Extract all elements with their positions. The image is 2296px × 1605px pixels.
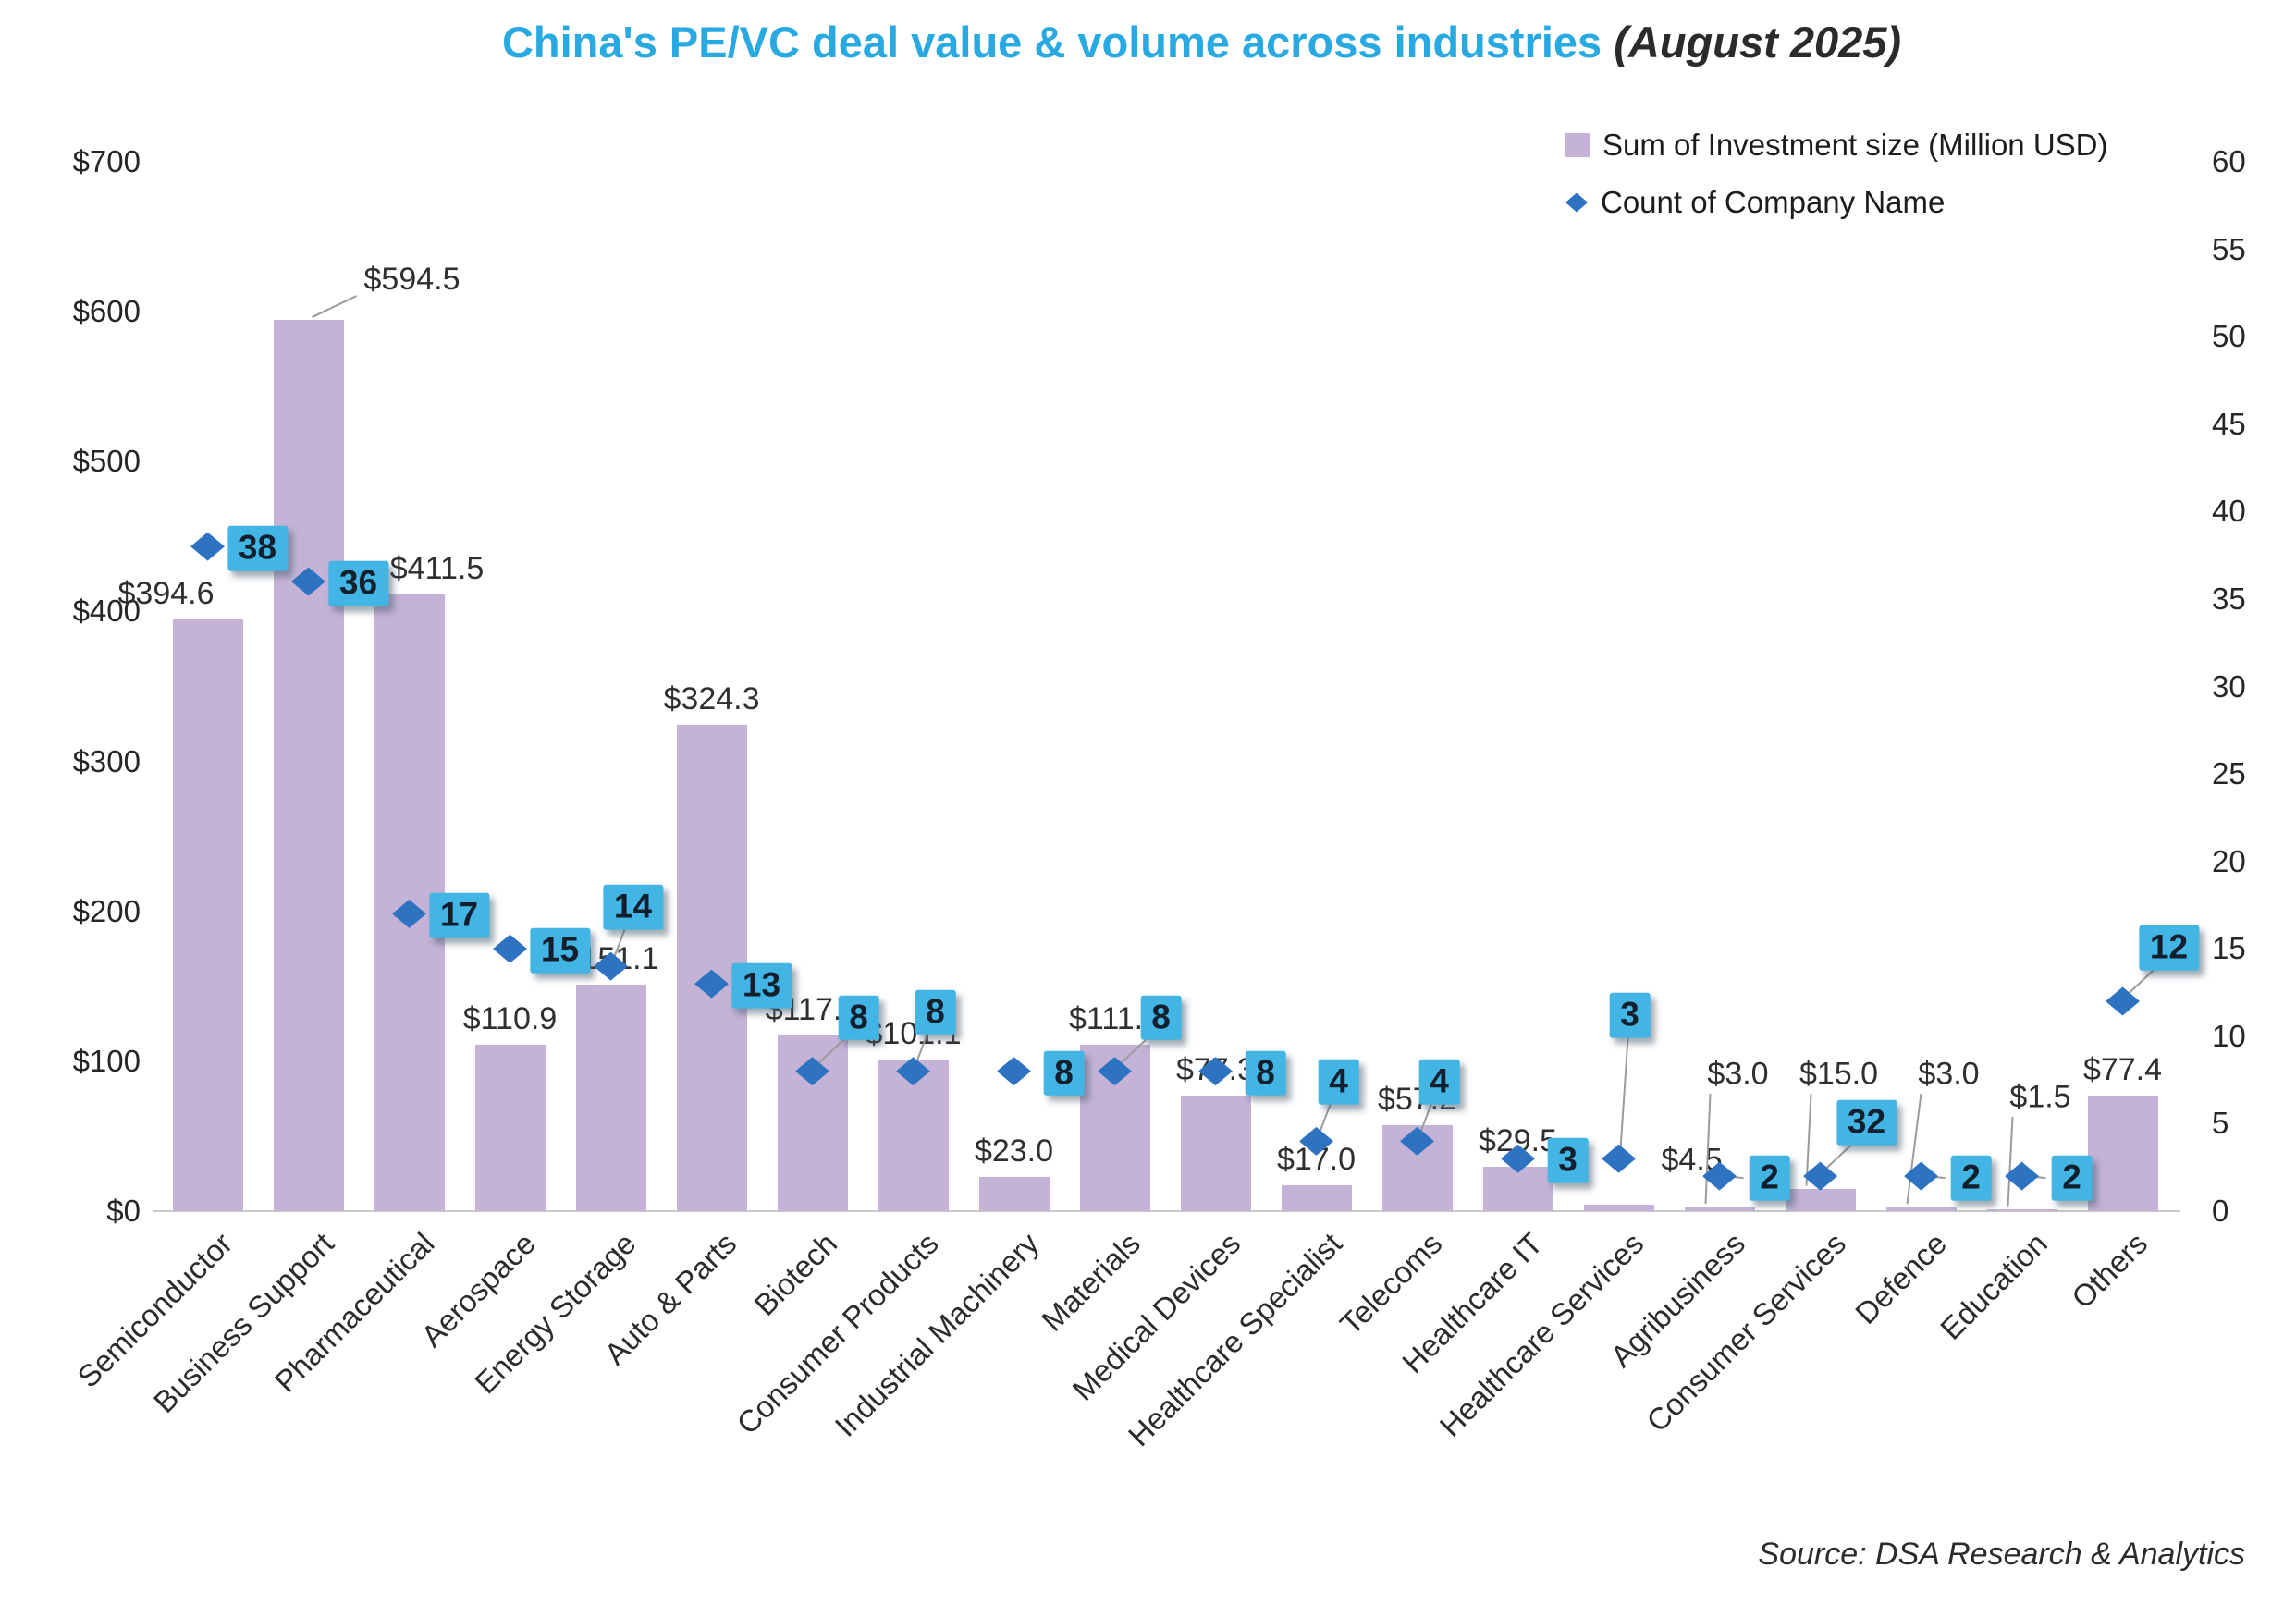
x-axis-category-label: Biotech xyxy=(747,1226,844,1322)
count-label: 8 xyxy=(1245,1050,1286,1096)
bar xyxy=(1885,1207,1957,1211)
count-marker-diamond-icon xyxy=(2106,986,2140,1016)
count-label: 12 xyxy=(2138,925,2200,971)
left-axis-tick: $400 xyxy=(72,594,141,629)
count-marker-diamond-icon xyxy=(2005,1161,2039,1191)
count-label: 8 xyxy=(1043,1050,1085,1096)
bar xyxy=(273,320,344,1211)
right-axis-tick: 20 xyxy=(2212,843,2246,878)
right-axis-tick: 55 xyxy=(2212,231,2246,266)
count-label: 8 xyxy=(915,989,956,1035)
left-axis-tick: $600 xyxy=(72,294,141,329)
count-label: 13 xyxy=(731,962,792,1009)
bar-value-label: $15.0 xyxy=(1799,1056,1879,1092)
count-label: 2 xyxy=(1950,1155,1992,1201)
count-label: 17 xyxy=(428,893,490,938)
left-axis-tick: $300 xyxy=(72,743,141,778)
bar-value-label: $411.5 xyxy=(389,550,485,586)
left-axis-tick: $100 xyxy=(72,1043,141,1078)
bar-value-label: $1.5 xyxy=(2009,1079,2071,1115)
right-axis-tick: 15 xyxy=(2212,931,2246,966)
legend-bar-label: Sum of Investment size (Million USD) xyxy=(1602,128,2108,162)
x-axis-category-label: Others xyxy=(2065,1226,2155,1316)
bar-value-label: $324.3 xyxy=(663,681,760,717)
x-axis-category-label: Consumer Services xyxy=(1639,1226,1852,1439)
count-marker-diamond-icon xyxy=(997,1057,1031,1086)
left-axis-tick: $500 xyxy=(72,444,141,479)
left-axis-tick: $200 xyxy=(72,893,141,928)
x-axis-category-label: Defence xyxy=(1848,1226,1953,1331)
right-axis-tick: 35 xyxy=(2212,581,2246,616)
count-label: 8 xyxy=(1140,995,1182,1040)
bar xyxy=(2087,1095,2158,1211)
bar xyxy=(1785,1188,1856,1211)
source-credit: Source: DSA Research & Analytics xyxy=(1758,1537,2245,1572)
count-label: 2 xyxy=(2051,1155,2093,1201)
bar xyxy=(1180,1095,1251,1211)
count-marker-diamond-icon xyxy=(493,934,527,963)
count-label: 38 xyxy=(227,525,289,571)
legend-item-count: Count of Company Name xyxy=(1565,185,2107,220)
diamond-swatch-icon xyxy=(1565,192,1588,213)
bar-value-label: $110.9 xyxy=(462,1001,558,1037)
count-marker-diamond-icon xyxy=(1602,1144,1636,1173)
right-axis-tick: 50 xyxy=(2212,319,2246,354)
count-label: 4 xyxy=(1318,1060,1359,1105)
count-marker-diamond-icon xyxy=(1904,1161,1938,1191)
right-axis-tick: 5 xyxy=(2212,1106,2229,1141)
right-axis-tick: 45 xyxy=(2212,406,2246,441)
count-label: 15 xyxy=(529,927,591,974)
bar-value-label: $594.5 xyxy=(363,262,460,298)
count-label: 14 xyxy=(602,884,664,930)
bar-swatch-icon xyxy=(1565,133,1590,157)
count-marker-diamond-icon xyxy=(1803,1161,1837,1191)
count-label: 8 xyxy=(838,995,879,1040)
bar xyxy=(1482,1167,1553,1211)
bar-value-label: $3.0 xyxy=(1918,1056,1980,1092)
bar xyxy=(978,1176,1050,1211)
count-label: 3 xyxy=(1547,1137,1589,1183)
right-axis-tick: 25 xyxy=(2212,756,2246,791)
count-label: 36 xyxy=(327,560,389,606)
chart-title-main: China's PE/VC deal value & volume across… xyxy=(501,18,1602,67)
bar-value-label: $23.0 xyxy=(974,1133,1054,1169)
right-axis-tick: 10 xyxy=(2212,1018,2246,1053)
count-label: 32 xyxy=(1836,1099,1897,1146)
bar-value-label: $3.0 xyxy=(1707,1056,1769,1092)
right-axis-tick: 60 xyxy=(2212,144,2246,178)
count-label: 3 xyxy=(1609,992,1651,1038)
x-axis-line xyxy=(153,1210,2180,1212)
x-axis-category-label: Education xyxy=(1933,1226,2054,1346)
count-marker-diamond-icon xyxy=(190,532,225,561)
left-axis-tick: $700 xyxy=(72,144,141,178)
bar xyxy=(1281,1185,1352,1211)
bar xyxy=(575,985,646,1211)
right-axis-tick: 0 xyxy=(2212,1194,2229,1228)
x-axis-category-label: Medical Devices xyxy=(1065,1226,1247,1408)
legend-item-investment: Sum of Investment size (Million USD) xyxy=(1565,128,2107,163)
chart-title-suffix: (August 2025) xyxy=(1602,18,1902,67)
bar xyxy=(474,1045,546,1211)
legend-marker-label: Count of Company Name xyxy=(1601,185,1946,219)
right-axis-tick: 30 xyxy=(2212,668,2246,704)
bar xyxy=(1583,1204,1654,1211)
legend: Sum of Investment size (Million USD) Cou… xyxy=(1565,128,2107,242)
left-axis-tick: $0 xyxy=(106,1194,141,1228)
bar xyxy=(172,619,243,1211)
count-label: 2 xyxy=(1749,1155,1790,1201)
bar xyxy=(1684,1207,1755,1211)
x-axis-category-label: Business Support xyxy=(146,1226,340,1420)
chart-title: China's PE/VC deal value & volume across… xyxy=(54,17,2296,67)
right-axis-tick: 40 xyxy=(2212,494,2246,529)
bar xyxy=(1986,1208,2057,1211)
bar-value-label: $77.4 xyxy=(2082,1051,2163,1087)
count-label: 4 xyxy=(1418,1060,1460,1105)
bar-value-label: $394.6 xyxy=(117,576,215,612)
